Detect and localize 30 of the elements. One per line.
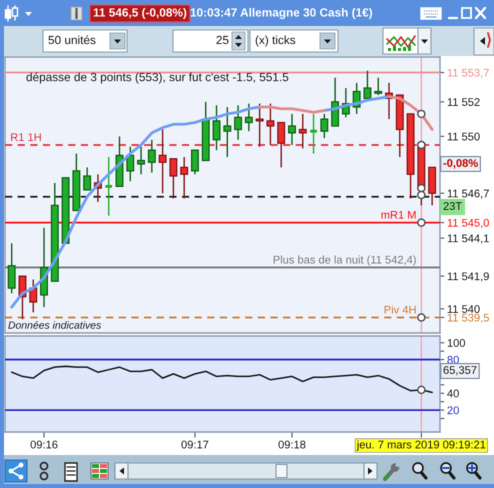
y-tick-label: 11 552 [448,98,480,106]
text: 25 [216,36,229,44]
text: -0,08% [443,159,478,169]
annotation: Données indicatives [8,321,102,329]
text: (x) ticks [256,36,296,46]
y-tick-label: 11 550 [448,132,480,140]
ref-line-label: R1 1H [11,133,41,142]
y-tick-label: 11 546,7 [448,190,489,199]
y-tick-label: 100 [448,339,466,347]
y-tick-label: 11 541,9 [448,272,489,282]
ref-line-label: mR1 M [381,210,416,219]
text: 23T [444,202,462,210]
x-tick-label: 09:16 [30,440,58,448]
x-tick-label: 09:18 [278,440,306,448]
y-tick-label: 40 [447,390,459,398]
annotation: dépasse de 3 points (553), sur fut c'est -1.5, 551.5 [26,72,288,84]
text: 50 unités [48,35,96,44]
ref-line-label: Piv 4H [384,305,416,314]
ref-line-label: Plus bas de la nuit (11 542,4) [274,255,416,266]
y-tick-label: 11 540 [448,305,480,313]
text: 11 546,5 (-0,08%) [94,8,186,20]
x-tick-label: 09:17 [181,440,208,448]
y-tick-label: 11 539,5 [448,314,489,323]
x-tick-label: jeu. 7 mars 2019 09:19:21 [356,440,486,451]
y-tick-label: 20 [448,406,459,414]
y-tick-label: 11 544,1 [448,234,489,244]
y-tick-label: 11 553,7 [448,68,489,78]
text: 65,357 [444,366,476,376]
chart-title: 10:03:47 Allemagne 30 Cash (1€) [190,8,372,20]
y-tick-label: 11 545,0 [448,218,489,228]
